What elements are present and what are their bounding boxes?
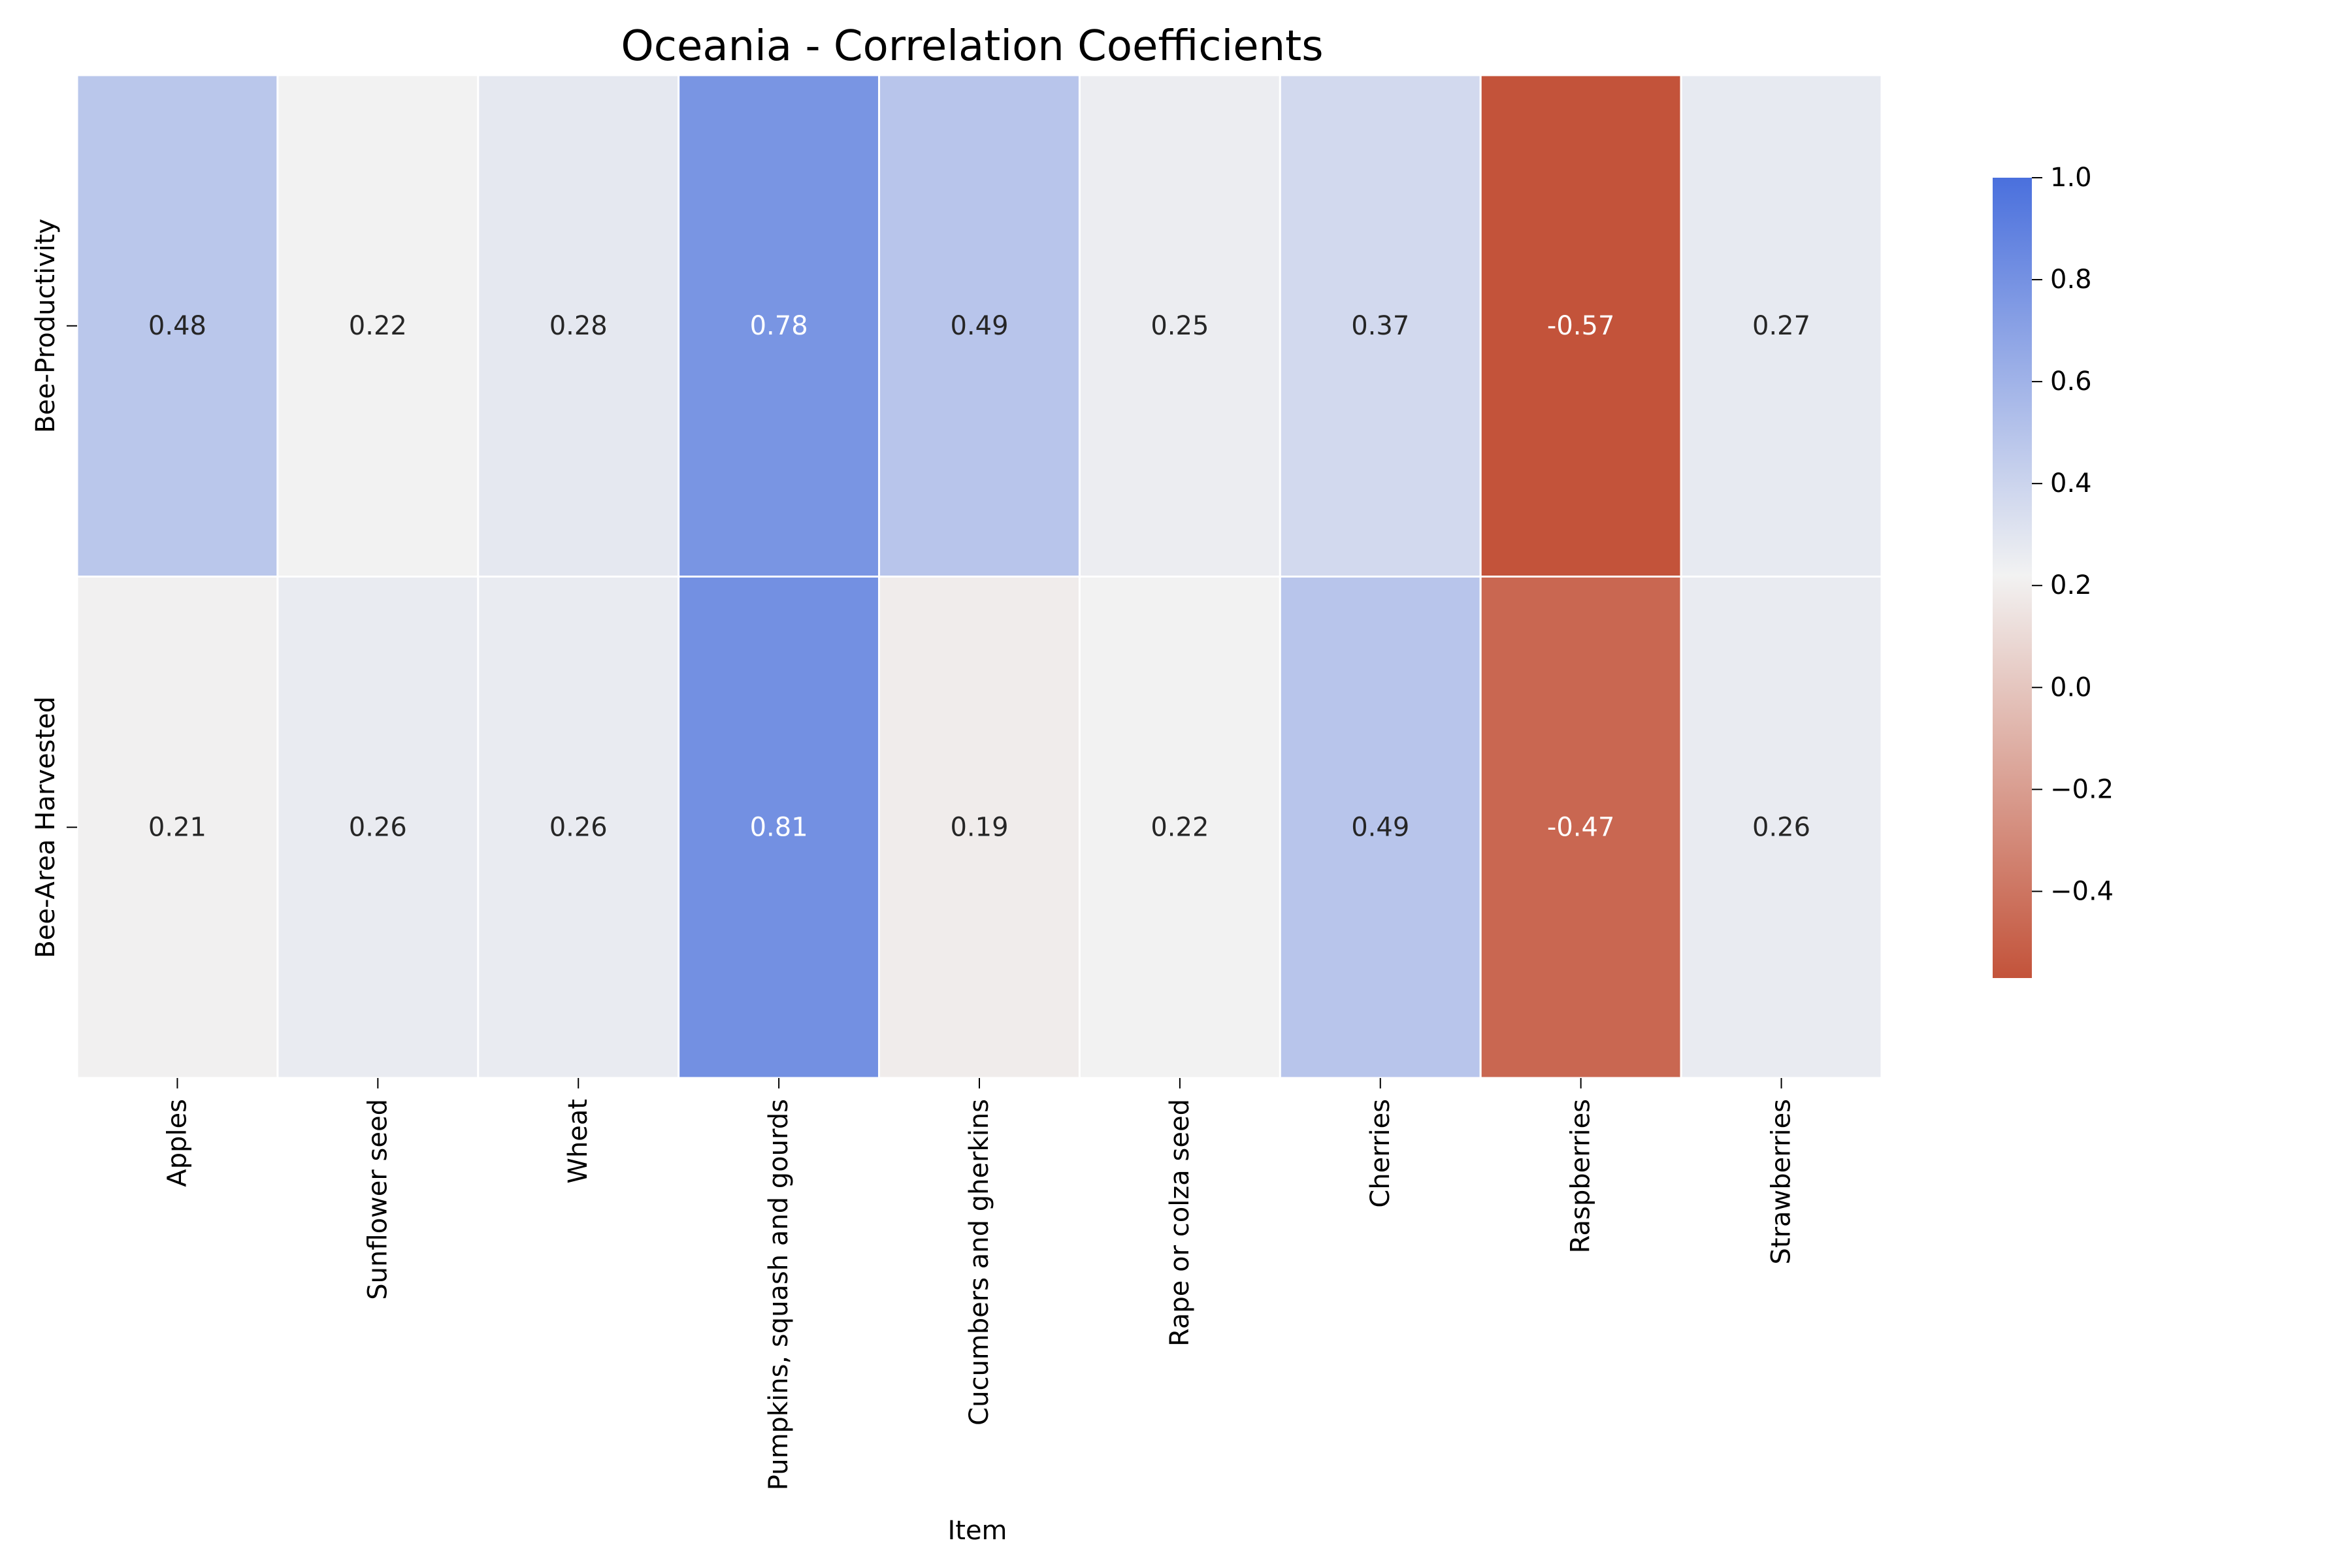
heatmap-cell-value: 0.48	[148, 311, 206, 341]
heatmap-cell	[1078, 74, 1281, 578]
heatmap-cell-value: -0.57	[1547, 311, 1615, 341]
x-tick-label: Pumpkins, squash and gourds	[764, 1099, 794, 1490]
heatmap-cell-value: 0.27	[1752, 311, 1810, 341]
heatmap-cell-value: 0.81	[750, 812, 808, 842]
heatmap-cell-value: -0.47	[1547, 812, 1615, 842]
heatmap-cell	[1279, 74, 1482, 578]
heatmap-cell	[878, 576, 1081, 1079]
colorbar-tick-label: −0.4	[2050, 876, 2114, 906]
heatmap-cell	[276, 74, 480, 578]
heatmap-cell-value: 0.26	[349, 812, 407, 842]
heatmap-cell	[477, 576, 680, 1079]
y-tick-label: Bee-Area Harvested	[31, 696, 61, 958]
x-tick-label: Raspberries	[1566, 1099, 1596, 1253]
x-axis: Apples Sunflower seed Wheat Pumpkins, squas…	[162, 1078, 1797, 1490]
colorbar-tick-label: −0.2	[2050, 774, 2114, 804]
x-tick-label: Cucumbers and gherkins	[964, 1099, 994, 1426]
heatmap-cell-value: 0.26	[549, 812, 608, 842]
heatmap-cell	[1078, 576, 1281, 1079]
x-axis-label: Item	[947, 1516, 1007, 1546]
heatmap-cell	[1279, 576, 1482, 1079]
colorbar-tick-label: 0.6	[2050, 367, 2092, 397]
heatmap-cell-value: 0.37	[1351, 311, 1409, 341]
colorbar-tick-label: 0.0	[2050, 672, 2092, 702]
colorbar-tick-label: 0.2	[2050, 570, 2092, 600]
x-tick-label: Cherries	[1365, 1099, 1396, 1208]
colorbar-gradient	[1993, 178, 2032, 978]
colorbar-tick-label: 1.0	[2050, 163, 2092, 193]
chart-title: Oceania - Correlation Coefficients	[621, 22, 1323, 71]
x-tick-label: Apples	[162, 1099, 192, 1187]
y-tick-label: Bee-Productivity	[31, 219, 61, 433]
heatmap-cell-value: 0.49	[950, 311, 1008, 341]
heatmap-cell	[76, 576, 279, 1079]
heatmap-cell	[1680, 576, 1883, 1079]
heatmap-cell-value: 0.49	[1351, 812, 1409, 842]
x-tick-label: Sunflower seed	[363, 1099, 393, 1300]
heatmap-cell-labels: 0.48 0.22 0.28 0.78 0.49 0.25 0.37 -0.57 0.27 0.2…	[148, 311, 1810, 843]
heatmap-cell-value: 0.19	[950, 812, 1008, 842]
heatmap-cells	[76, 74, 1883, 1079]
colorbar: 1.0 0.8 0.6 0.4 0.2 0.0 −0.2 −0.4	[1993, 163, 2114, 978]
heatmap-cell-value: 0.26	[1752, 812, 1810, 842]
heatmap-cell-value: 0.25	[1151, 311, 1209, 341]
heatmap-cell	[678, 576, 881, 1079]
heatmap-cell	[76, 74, 279, 578]
colorbar-tick-label: 0.4	[2050, 468, 2092, 498]
heatmap-cell-value: 0.21	[148, 812, 206, 842]
heatmap-cell	[1479, 74, 1682, 578]
heatmap-cell-value: 0.22	[1151, 812, 1209, 842]
heatmap-cell	[678, 74, 881, 578]
y-axis: Bee-Productivity Bee-Area Harvested	[31, 219, 77, 958]
x-tick-label: Rape or colza seed	[1165, 1099, 1195, 1347]
heatmap-cell	[1479, 576, 1682, 1079]
heatmap-cell-value: 0.22	[349, 311, 407, 341]
heatmap-cell	[878, 74, 1081, 578]
heatmap-cell-value: 0.28	[549, 311, 608, 341]
heatmap-cell	[477, 74, 680, 578]
x-tick-label: Strawberries	[1767, 1099, 1797, 1265]
x-tick-label: Wheat	[563, 1099, 593, 1184]
colorbar-tick-label: 0.8	[2050, 265, 2092, 295]
heatmap-cell-value: 0.78	[750, 311, 808, 341]
